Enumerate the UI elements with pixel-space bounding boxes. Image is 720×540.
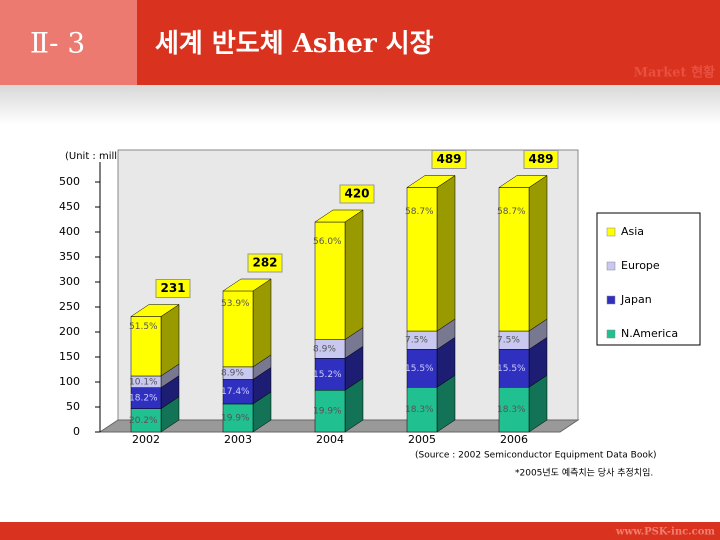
segment-label: 19.9% — [313, 407, 342, 417]
segment-label: 18.3% — [497, 405, 526, 415]
slide-subtitle: Market 현황 — [634, 65, 715, 81]
segment-label: 8.9% — [221, 369, 244, 379]
bar-side — [160, 304, 180, 377]
legend-swatch — [606, 295, 616, 305]
bar-side — [436, 175, 456, 332]
x-tick-label: 2006 — [500, 433, 528, 446]
footer-band — [0, 522, 720, 540]
total-label: 489 — [528, 152, 553, 166]
bar-segment — [222, 403, 254, 433]
y-tick-label: 350 — [59, 250, 80, 263]
x-tick-label: 2002 — [132, 433, 160, 446]
y-tick-label: 200 — [59, 325, 80, 338]
y-tick-label: 450 — [59, 200, 80, 213]
legend-label: N.America — [621, 327, 678, 340]
bar-segment — [406, 349, 438, 388]
y-tick-label: 400 — [59, 225, 80, 238]
bar-top — [314, 209, 364, 223]
section-box — [0, 0, 137, 85]
bar-segment — [406, 187, 438, 332]
unit-label: (Unit : million U$) — [65, 151, 153, 162]
legend-label: Europe — [621, 259, 660, 272]
total-label: 282 — [252, 256, 277, 270]
segment-label: 51.5% — [129, 322, 158, 332]
bar-side — [344, 209, 364, 341]
y-tick-label: 500 — [59, 175, 80, 188]
segment-label: 56.0% — [313, 237, 342, 247]
x-tick-label: 2005 — [408, 433, 436, 446]
segment-label: 18.2% — [129, 394, 158, 404]
legend-swatch — [606, 261, 616, 271]
section-number: Ⅱ- 3 — [30, 27, 85, 60]
y-tick-label: 0 — [73, 425, 80, 438]
segment-label: 58.7% — [497, 207, 526, 217]
total-box — [523, 150, 559, 169]
total-label: 489 — [436, 152, 461, 166]
segment-label: 7.5% — [405, 336, 428, 346]
segment-label: 15.2% — [313, 370, 342, 380]
legend-label: Japan — [620, 293, 652, 306]
segment-label: 18.3% — [405, 405, 434, 415]
x-tick-label: 2004 — [316, 433, 344, 446]
segment-label: 20.2% — [129, 416, 158, 426]
bar-segment — [498, 387, 530, 433]
total-box — [247, 253, 283, 273]
bar-top — [130, 304, 180, 317]
segment-label: 7.5% — [497, 336, 520, 346]
segment-label: 58.7% — [405, 207, 434, 217]
total-label: 231 — [160, 281, 185, 295]
total-box — [155, 279, 191, 298]
bar-top — [498, 175, 548, 188]
segment-label: 15.5% — [497, 364, 526, 374]
segment-label: 53.9% — [221, 299, 250, 309]
legend-swatch — [606, 227, 616, 237]
segment-label: 19.9% — [221, 413, 250, 423]
bar-top — [222, 278, 272, 292]
segment-label: 15.5% — [405, 364, 434, 374]
segment-label: 10.1% — [129, 377, 158, 387]
bar-top — [406, 175, 456, 188]
bar-segment — [314, 389, 346, 433]
legend-box — [596, 212, 701, 346]
y-tick-label: 300 — [59, 275, 80, 288]
slide-title: 세계 반도체 Asher 시장 — [155, 29, 434, 59]
bar-side — [528, 175, 548, 332]
y-tick-label: 150 — [59, 350, 80, 363]
bar-segment — [498, 349, 530, 388]
segment-label: 17.4% — [221, 387, 250, 397]
bar-segment — [222, 379, 254, 405]
bar-segment — [130, 316, 162, 377]
x-tick-label: 2003 — [224, 433, 252, 446]
legend-swatch — [606, 329, 616, 339]
segment-label: 8.9% — [313, 344, 336, 354]
bar-segment — [498, 187, 530, 332]
total-box — [339, 184, 375, 204]
header-shade — [0, 85, 720, 125]
legend-label: Asia — [621, 225, 644, 238]
footer: www.PSK-inc.com — [615, 527, 716, 538]
bar-side — [252, 278, 272, 368]
source: (Source : 2002 Semiconductor Equipment D… — [415, 451, 657, 461]
total-label: 420 — [344, 187, 369, 201]
bar-segment — [314, 358, 346, 391]
bar-segment — [406, 387, 438, 433]
y-tick-label: 50 — [66, 400, 80, 413]
note: *2005년도 예측치는 당사 추정치임. — [515, 467, 653, 479]
y-tick-label: 100 — [59, 375, 80, 388]
bar-segment — [314, 221, 346, 340]
total-box — [431, 150, 467, 169]
y-tick-label: 250 — [59, 300, 80, 313]
